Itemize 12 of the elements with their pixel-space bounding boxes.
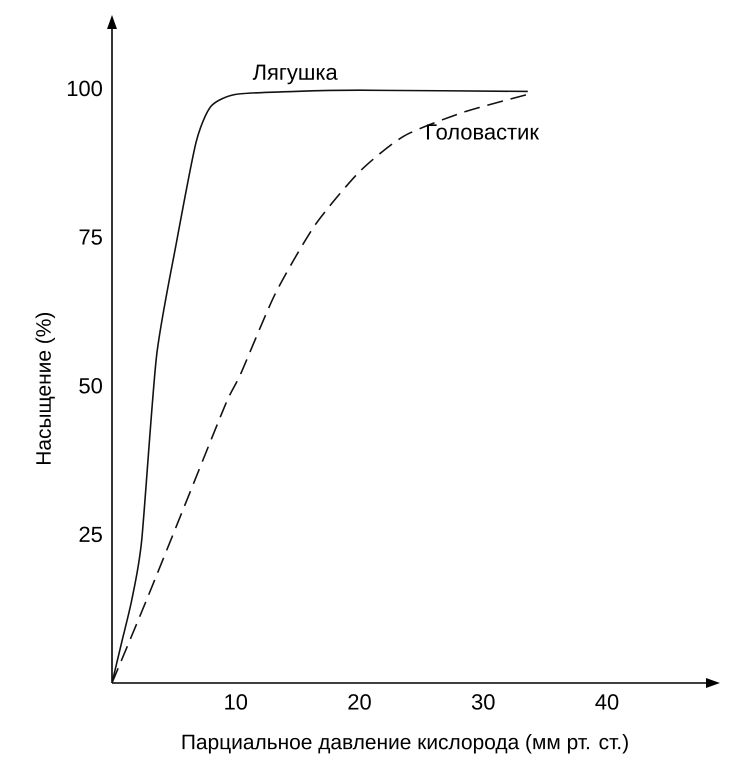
- x-axis-title: Парциальное давление кислорода (мм рт. ст.): [182, 734, 628, 754]
- y-tick-label: 100: [68, 80, 102, 96]
- y-tick-label: 25: [80, 526, 102, 542]
- series-label: Лягушка: [252, 64, 338, 84]
- y-tick-label: 75: [80, 229, 102, 245]
- series-label: Головастик: [426, 124, 540, 140]
- x-tick-label: 40: [595, 694, 618, 710]
- x-tick-label: 20: [348, 694, 371, 710]
- x-tick-label: 30: [472, 694, 495, 710]
- y-axis-title: Насыщение (%): [36, 312, 56, 464]
- x-tick-label: 10: [225, 694, 248, 710]
- y-tick-label: 50: [79, 378, 102, 394]
